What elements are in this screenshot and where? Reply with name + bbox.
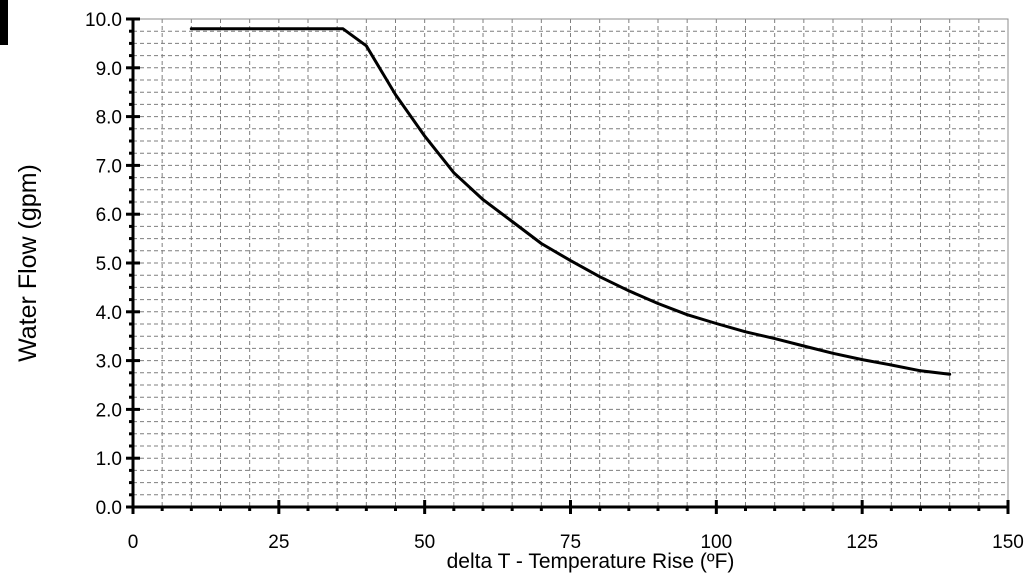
y-axis-title: Water Flow (gpm) — [14, 164, 42, 362]
y-tick-label: 4.0 — [96, 303, 122, 324]
y-tick-label: 6.0 — [96, 205, 122, 226]
tick-labels: 0 25 50 75 100 125 150 0.0 1.0 2.0 3.0 4.0 5.0 6.0 7.0… — [85, 10, 1024, 553]
y-tick-label: 3.0 — [96, 352, 122, 373]
x-tick-label: 0 — [128, 532, 139, 553]
y-tick-label: 7.0 — [96, 156, 122, 177]
x-tick-label: 100 — [700, 532, 732, 553]
x-tick-label: 125 — [846, 532, 878, 553]
y-tick-label: 8.0 — [96, 108, 122, 129]
y-tick-label: 5.0 — [96, 254, 122, 275]
y-tick-label: 10.0 — [85, 10, 122, 31]
y-tick-label: 0.0 — [96, 498, 122, 519]
x-tick-label: 25 — [268, 532, 289, 553]
x-tick-label: 75 — [560, 532, 581, 553]
y-tick-label: 9.0 — [96, 59, 122, 80]
grid — [133, 19, 1008, 507]
axes — [126, 17, 1010, 514]
x-tick-label: 50 — [414, 532, 435, 553]
y-tick-label: 2.0 — [96, 400, 122, 421]
series-layer — [189, 27, 952, 376]
x-axis-title: delta T - Temperature Rise (ºF) — [447, 550, 735, 573]
corner-mark — [0, 0, 8, 45]
water-flow-series-line — [189, 27, 952, 376]
y-tick-label: 1.0 — [96, 449, 122, 470]
x-tick-label: 150 — [992, 532, 1024, 553]
